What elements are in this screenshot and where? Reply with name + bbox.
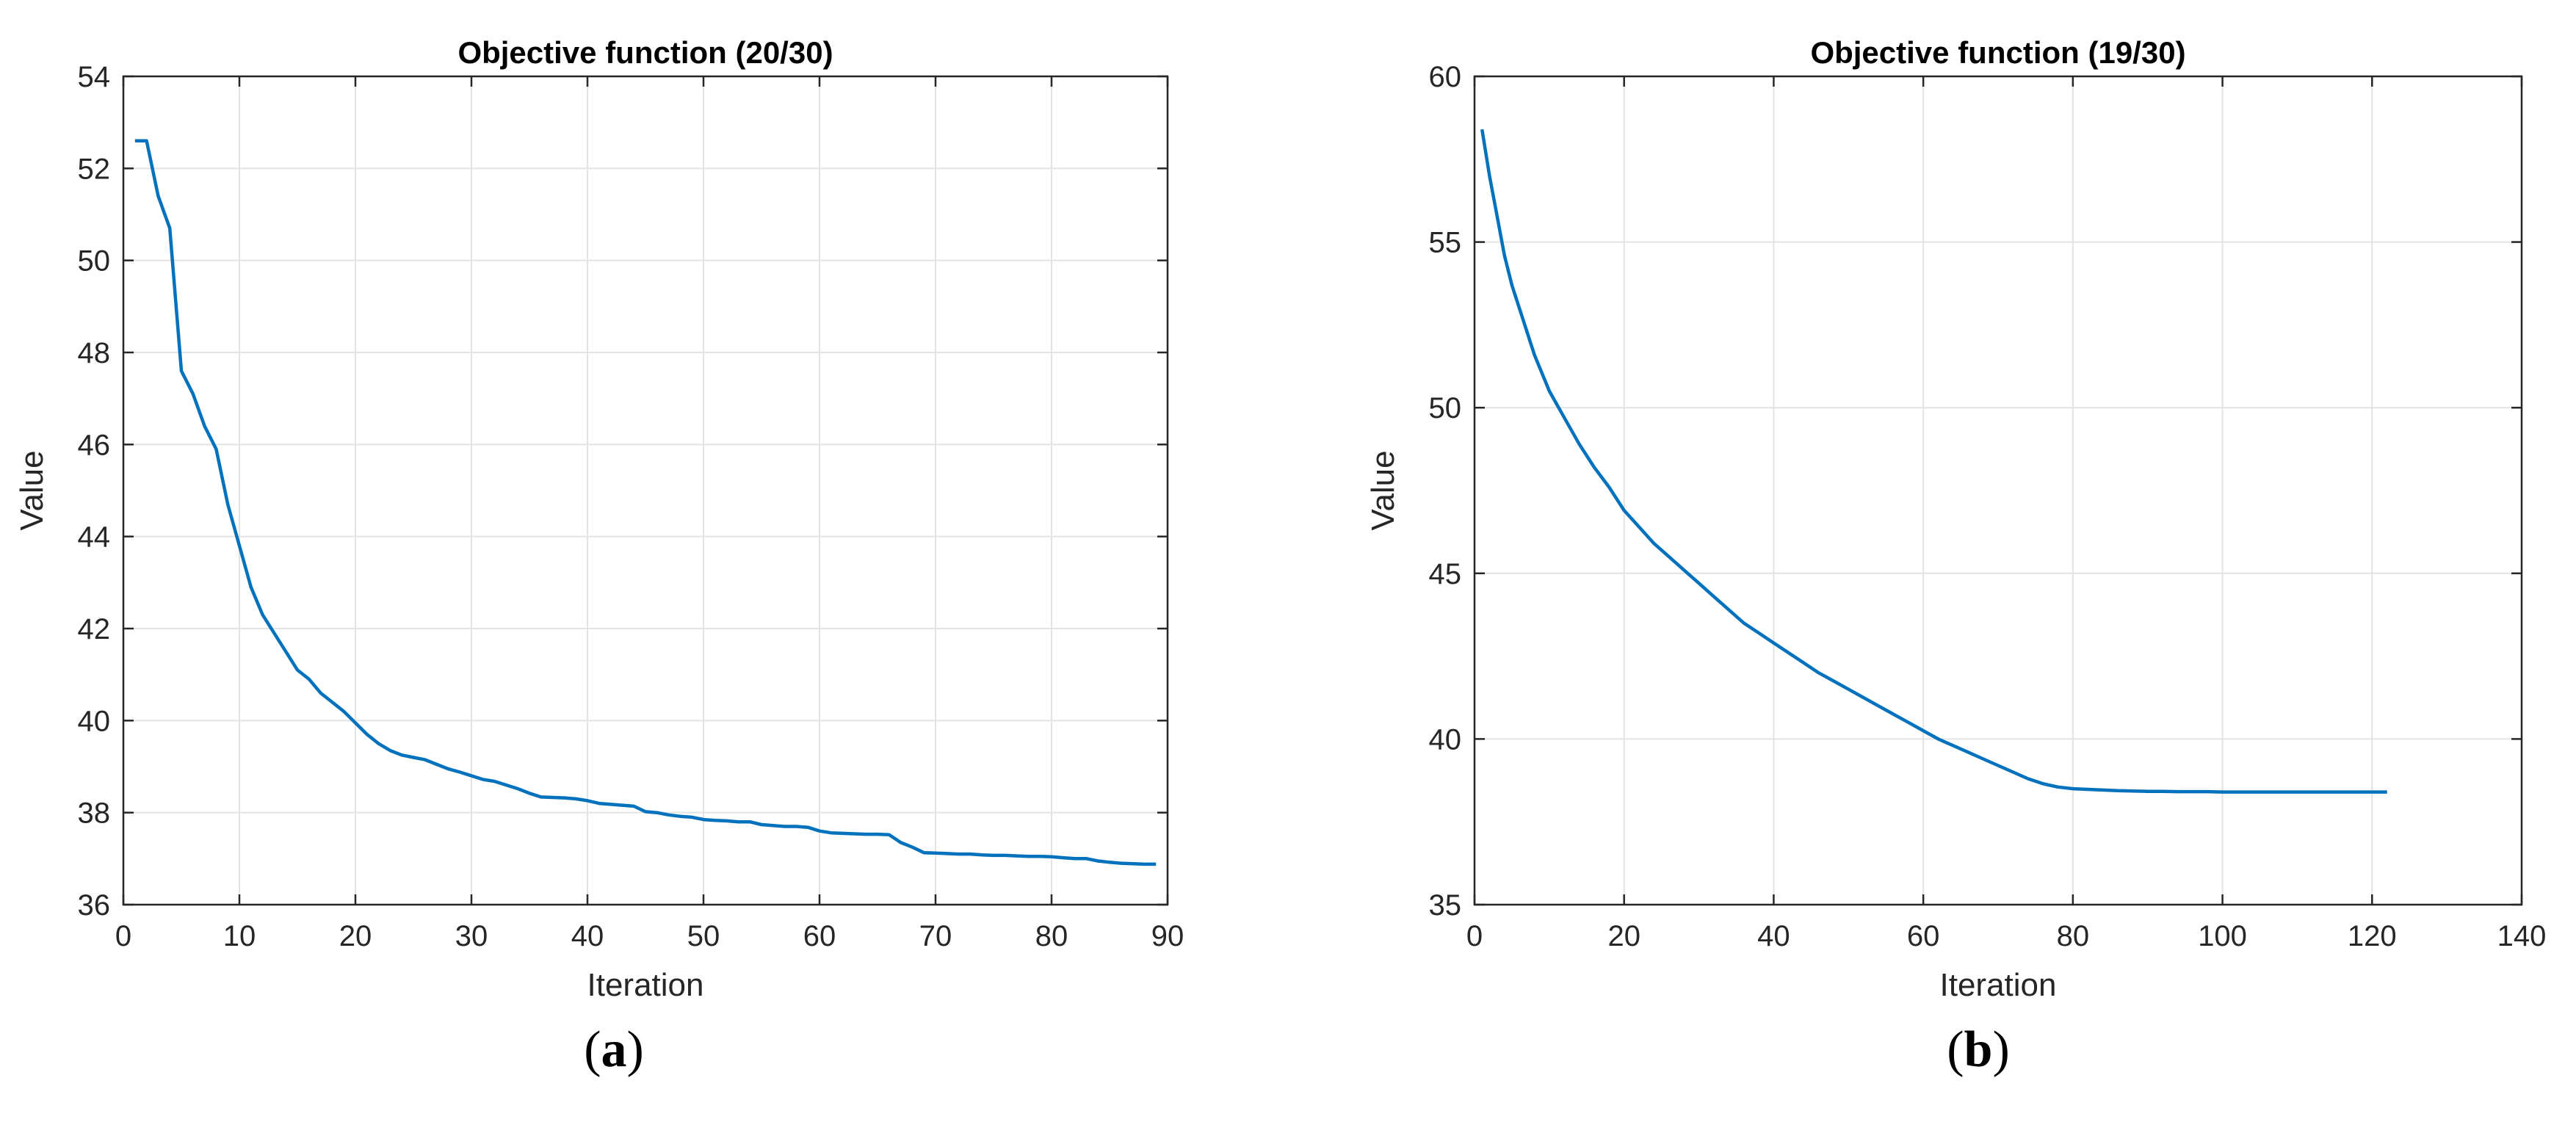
y-tick-label: 38	[78, 797, 111, 830]
chart-title: Objective function (19/30)	[1810, 35, 2185, 70]
y-tick-label: 48	[78, 337, 111, 369]
x-tick-label: 40	[571, 920, 604, 952]
x-tick-label: 100	[2198, 920, 2247, 952]
y-tick-label: 40	[78, 705, 111, 737]
y-tick-label: 45	[1429, 558, 1462, 590]
axes-box	[122, 75, 1169, 906]
axes-box	[1473, 75, 2523, 906]
x-tick-label: 40	[1757, 920, 1790, 952]
y-axis-label: Value	[14, 450, 50, 530]
y-tick-label: 50	[78, 245, 111, 278]
x-tick-label: 120	[2348, 920, 2397, 952]
y-tick-label: 44	[78, 521, 111, 554]
y-tick-label: 40	[1429, 723, 1462, 756]
panel-label-b: (b)	[1947, 1021, 2010, 1078]
y-tick-label: 42	[78, 613, 111, 645]
y-tick-label: 54	[78, 61, 111, 93]
y-tick-label: 50	[1429, 392, 1462, 424]
x-tick-label: 80	[1035, 920, 1068, 952]
y-tick-label: 60	[1429, 61, 1462, 93]
x-tick-label: 20	[339, 920, 372, 952]
y-axis-label: Value	[1365, 450, 1401, 530]
y-tick-label: 52	[78, 153, 111, 185]
x-axis-label: Iteration	[1940, 967, 2057, 1003]
chart-1: 0 20 40 60 80 100 120 140 35 40 45 50 55 60 Objective …	[1365, 35, 2546, 1003]
series-line	[1480, 129, 2387, 794]
x-tick-label: 30	[455, 920, 488, 952]
y-tick-label: 55	[1429, 227, 1462, 259]
x-tick-label: 10	[223, 920, 256, 952]
y-tick-label: 36	[78, 889, 111, 922]
x-tick-label: 70	[919, 920, 952, 952]
x-axis-label: Iteration	[587, 967, 704, 1003]
panel-label-a: (a)	[584, 1021, 644, 1078]
x-tick-label: 80	[2057, 920, 2090, 952]
x-tick-label: 20	[1607, 920, 1640, 952]
x-tick-label: 0	[1466, 920, 1483, 952]
chart-0: 0 10 20 30 40 50 60 70 80 90 36 38 40 42 44 46 48 50 52 54 O…	[14, 35, 1184, 1003]
x-tick-label: 90	[1151, 920, 1184, 952]
x-tick-label: 140	[2497, 920, 2547, 952]
x-tick-label: 60	[803, 920, 836, 952]
chart-title: Objective function (20/30)	[457, 35, 833, 70]
x-tick-label: 50	[687, 920, 720, 952]
y-tick-label: 46	[78, 429, 111, 461]
series-line	[134, 139, 1157, 866]
y-tick-label: 35	[1429, 889, 1462, 922]
x-tick-label: 60	[1907, 920, 1940, 952]
x-tick-label: 0	[115, 920, 131, 952]
